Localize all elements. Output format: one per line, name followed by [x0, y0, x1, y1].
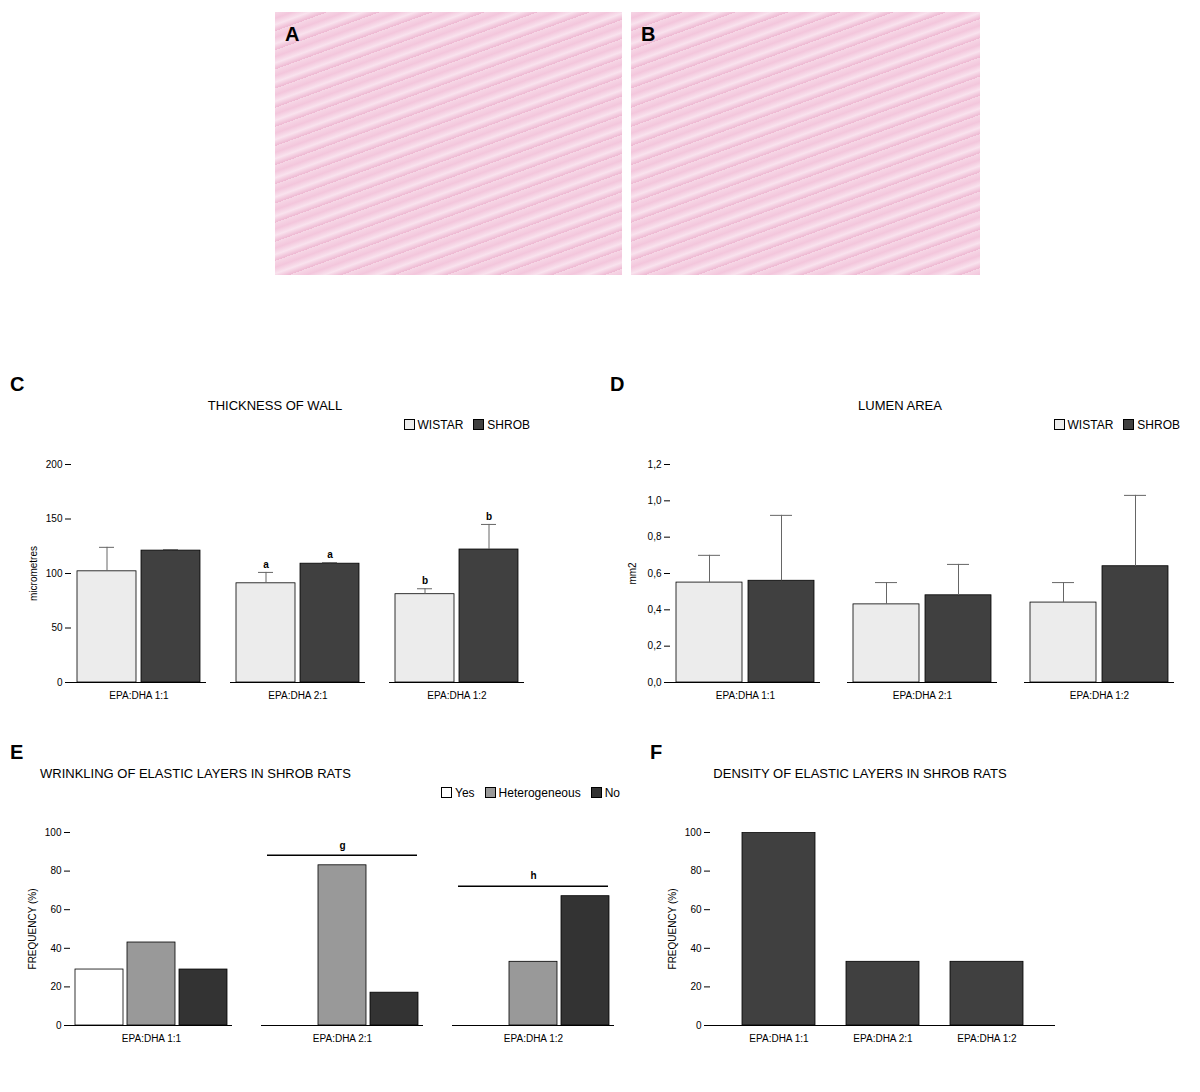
- html-text:WISTAR: WISTAR: [1067, 418, 1114, 432]
- svg-text:100: 100: [46, 568, 63, 579]
- svg-text:EPA:DHA 1:1: EPA:DHA 1:1: [109, 690, 169, 701]
- svg-text:100: 100: [685, 827, 702, 838]
- svg-text:EPA:DHA 1:2: EPA:DHA 1:2: [504, 1033, 564, 1044]
- html-text:WRINKLING OF ELASTIC LAYERS IN: WRINKLING OF ELASTIC LAYERS IN SHROB RAT…: [40, 766, 351, 781]
- html-text:LUMEN AREA: LUMEN AREA: [858, 398, 942, 413]
- svg-text:0: 0: [57, 677, 63, 688]
- svg-text:20: 20: [50, 981, 62, 992]
- html-text:F: F: [650, 741, 663, 763]
- svg-text:1,2: 1,2: [648, 459, 662, 470]
- svg-text:EPA:DHA 2:1: EPA:DHA 2:1: [893, 690, 953, 701]
- svg-text:0,8: 0,8: [648, 531, 662, 542]
- svg-text:60: 60: [50, 904, 62, 915]
- html-text:DENSITY OF ELASTIC LAYERS IN S: DENSITY OF ELASTIC LAYERS IN SHROB RATS: [713, 766, 1007, 781]
- svg-text:FREQUENCY (%): FREQUENCY (%): [667, 889, 678, 970]
- svg-text:EPA:DHA 1:1: EPA:DHA 1:1: [716, 690, 776, 701]
- html-text:D: D: [610, 373, 625, 395]
- svg-text:EPA:DHA 1:2: EPA:DHA 1:2: [427, 690, 487, 701]
- svg-text:EPA:DHA 1:2: EPA:DHA 1:2: [957, 1033, 1017, 1044]
- svg-text:mm2: mm2: [627, 562, 638, 585]
- svg-text:100: 100: [45, 827, 62, 838]
- svg-text:0: 0: [696, 1020, 702, 1031]
- svg-text:50: 50: [51, 622, 63, 633]
- svg-text:micrometres: micrometres: [28, 546, 39, 601]
- svg-text:g: g: [339, 840, 345, 851]
- html-text:E: E: [10, 741, 24, 763]
- svg-text:a: a: [327, 549, 333, 560]
- svg-text:60: 60: [690, 904, 702, 915]
- svg-text:1,0: 1,0: [648, 495, 662, 506]
- svg-text:20: 20: [690, 981, 702, 992]
- html-text:No: No: [604, 786, 620, 800]
- svg-text:EPA:DHA 1:2: EPA:DHA 1:2: [1070, 690, 1130, 701]
- svg-text:a: a: [263, 559, 269, 570]
- svg-text:FREQUENCY (%): FREQUENCY (%): [27, 889, 38, 970]
- svg-text:b: b: [486, 511, 492, 522]
- svg-text:40: 40: [690, 943, 702, 954]
- svg-text:EPA:DHA 1:1: EPA:DHA 1:1: [122, 1033, 182, 1044]
- svg-text:0,4: 0,4: [648, 604, 662, 615]
- html-text:SHROB: SHROB: [1137, 418, 1180, 432]
- svg-text:150: 150: [46, 513, 63, 524]
- html-text:Yes: Yes: [455, 786, 475, 800]
- html-text:C: C: [10, 373, 25, 395]
- html-text:B: B: [641, 23, 656, 45]
- svg-text:h: h: [530, 870, 536, 881]
- svg-text:80: 80: [690, 865, 702, 876]
- svg-text:200: 200: [46, 459, 63, 470]
- svg-text:EPA:DHA 2:1: EPA:DHA 2:1: [313, 1033, 373, 1044]
- svg-text:0: 0: [56, 1020, 62, 1031]
- svg-text:0,0: 0,0: [648, 677, 662, 688]
- svg-text:0,2: 0,2: [648, 640, 662, 651]
- html-text:A: A: [285, 23, 300, 45]
- html-text:WISTAR: WISTAR: [417, 418, 464, 432]
- svg-text:EPA:DHA 2:1: EPA:DHA 2:1: [268, 690, 328, 701]
- html-text:THICKNESS OF WALL: THICKNESS OF WALL: [207, 398, 343, 413]
- svg-text:EPA:DHA 2:1: EPA:DHA 2:1: [853, 1033, 913, 1044]
- svg-text:0,6: 0,6: [648, 568, 662, 579]
- html-text:SHROB: SHROB: [487, 418, 530, 432]
- svg-text:b: b: [422, 575, 428, 586]
- html-text:Heterogeneous: Heterogeneous: [498, 786, 581, 800]
- svg-text:EPA:DHA 1:1: EPA:DHA 1:1: [749, 1033, 809, 1044]
- svg-text:40: 40: [50, 943, 62, 954]
- svg-text:80: 80: [50, 865, 62, 876]
